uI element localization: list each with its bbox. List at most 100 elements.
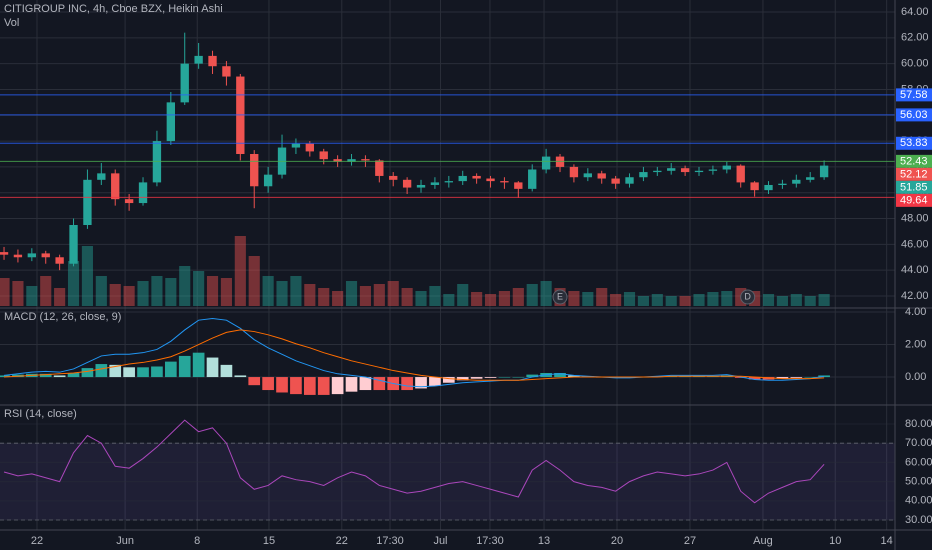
volume-label: Vol bbox=[4, 17, 19, 29]
histogram-bar bbox=[345, 377, 358, 392]
volume-bar bbox=[415, 291, 427, 306]
y-tick-label: 50.00 bbox=[905, 476, 932, 488]
volume-bar bbox=[373, 284, 385, 306]
candle-body bbox=[222, 66, 231, 77]
histogram-bar bbox=[359, 377, 372, 391]
y-tick-label: 40.00 bbox=[905, 495, 932, 507]
candle-body bbox=[806, 177, 815, 180]
candle-body bbox=[208, 55, 217, 67]
candle-body bbox=[583, 173, 592, 178]
histogram-bar bbox=[373, 377, 386, 391]
candle-body bbox=[0, 252, 9, 255]
volume-bar bbox=[109, 284, 121, 306]
volume-bar bbox=[193, 271, 205, 306]
volume-bar bbox=[95, 276, 107, 306]
price-tag-box bbox=[896, 108, 932, 122]
histogram-bar bbox=[818, 375, 830, 378]
volume-bar bbox=[220, 278, 232, 306]
volume-bar bbox=[179, 266, 191, 306]
candle-body bbox=[13, 254, 23, 258]
rsi-line bbox=[3, 419, 825, 504]
histogram-bar bbox=[220, 364, 233, 378]
candle-body bbox=[124, 199, 134, 204]
candle-body bbox=[389, 175, 398, 180]
x-tick-label: 17:30 bbox=[476, 535, 504, 547]
x-tick-label: 22 bbox=[336, 535, 348, 547]
volume-bar bbox=[0, 278, 10, 306]
candle-body bbox=[361, 159, 370, 161]
y-tick-label: 42.00 bbox=[901, 290, 929, 302]
candle-body bbox=[764, 184, 773, 191]
price-tag-box bbox=[896, 180, 932, 194]
histogram-bar bbox=[67, 372, 80, 378]
candle-body bbox=[291, 143, 301, 148]
x-tick-label: Jul bbox=[433, 535, 447, 547]
x-tick-label: 22 bbox=[31, 535, 43, 547]
candle-body bbox=[27, 253, 37, 258]
candle-body bbox=[694, 170, 704, 173]
candle-body bbox=[639, 172, 648, 178]
volume-bar bbox=[457, 284, 469, 306]
y-tick-label: 60.00 bbox=[905, 456, 932, 468]
histogram-bar bbox=[568, 375, 580, 378]
x-tick-label: 14 bbox=[881, 535, 893, 547]
candle-body bbox=[180, 63, 189, 103]
volume-bar bbox=[790, 294, 802, 306]
histogram-bar bbox=[790, 377, 803, 378]
candle-body bbox=[486, 178, 495, 182]
candle-body bbox=[514, 182, 523, 189]
histogram-bar bbox=[554, 372, 566, 378]
candle-body bbox=[333, 159, 342, 162]
candle-body bbox=[736, 165, 745, 183]
histogram-bar bbox=[0, 375, 10, 378]
histogram-bar bbox=[95, 364, 108, 378]
event-marker bbox=[552, 289, 568, 305]
volume-bar bbox=[67, 261, 80, 306]
histogram-bar bbox=[192, 352, 205, 378]
volume-bar bbox=[206, 276, 219, 306]
y-tick-label: 80.00 bbox=[905, 418, 932, 430]
volume-bar bbox=[165, 278, 177, 306]
candle-body bbox=[305, 143, 314, 152]
volume-bar bbox=[679, 296, 691, 306]
volume-bar bbox=[151, 276, 163, 306]
volume-bar bbox=[262, 276, 274, 306]
histogram-bar bbox=[415, 377, 427, 389]
y-tick-label: 0.00 bbox=[905, 371, 926, 383]
volume-bar bbox=[276, 281, 288, 306]
histogram-bar bbox=[178, 355, 191, 378]
volume-bar bbox=[540, 281, 552, 306]
histogram-bar bbox=[776, 377, 789, 379]
volume-bar bbox=[401, 288, 413, 306]
histogram-bar bbox=[206, 357, 219, 378]
event-marker bbox=[740, 289, 756, 305]
histogram-bar bbox=[53, 375, 66, 378]
price-tag: 52.43 bbox=[900, 155, 928, 167]
histogram-bar bbox=[526, 374, 539, 378]
x-tick-label: 20 bbox=[611, 535, 623, 547]
candle-body bbox=[750, 182, 759, 191]
x-tick-label: 17:30 bbox=[376, 535, 404, 547]
volume-bar bbox=[596, 288, 608, 306]
x-tick-label: 13 bbox=[538, 535, 550, 547]
volume-bar bbox=[610, 294, 622, 306]
volume-bar bbox=[818, 294, 830, 306]
candle-body bbox=[250, 154, 259, 187]
volume-bar bbox=[804, 296, 816, 306]
histogram-bar bbox=[290, 377, 302, 395]
histogram-bar bbox=[442, 377, 455, 383]
candle-body bbox=[680, 168, 690, 173]
volume-bar bbox=[693, 294, 705, 306]
histogram-bar bbox=[81, 368, 94, 378]
y-tick-label: 62.00 bbox=[901, 32, 929, 44]
histogram-bar bbox=[234, 375, 247, 378]
histogram-bar bbox=[164, 361, 177, 378]
volume-bar bbox=[304, 284, 316, 306]
volume-bar bbox=[54, 288, 66, 306]
histogram-bar bbox=[470, 377, 483, 379]
volume-bar bbox=[651, 294, 663, 306]
candle-body bbox=[347, 159, 356, 162]
volume-bar bbox=[123, 286, 135, 306]
volume-bar bbox=[498, 291, 510, 306]
histogram-bar bbox=[109, 364, 122, 378]
